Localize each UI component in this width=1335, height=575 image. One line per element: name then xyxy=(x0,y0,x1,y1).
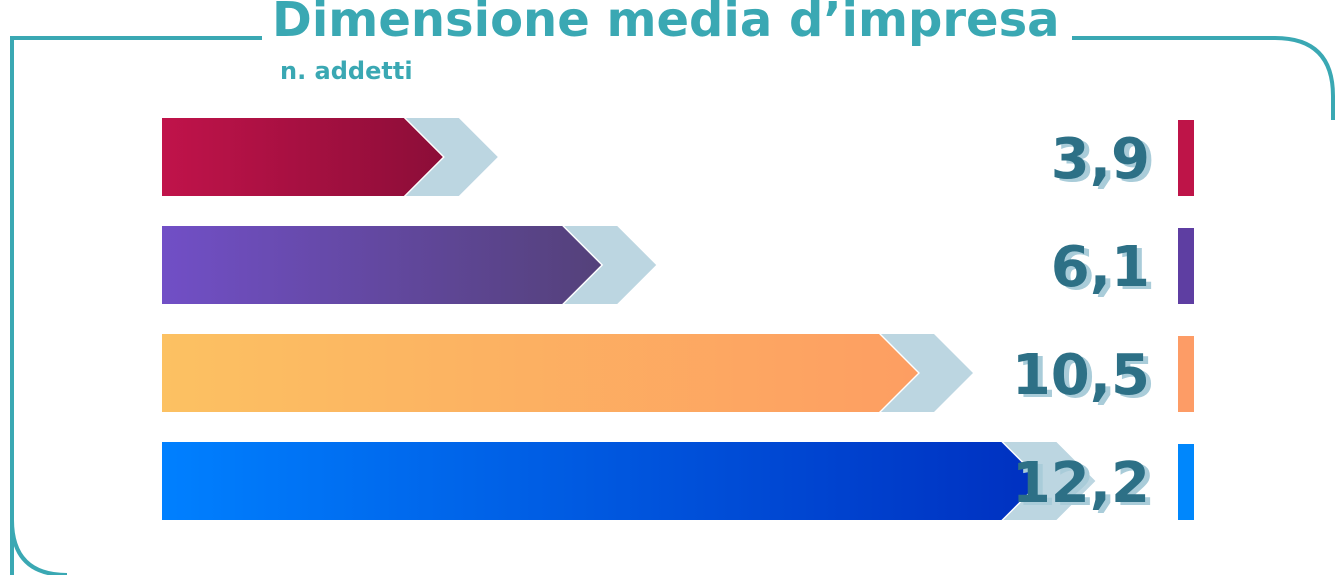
value-label: 6,1 xyxy=(1051,235,1150,300)
bar xyxy=(162,442,1041,520)
value-label: 3,9 xyxy=(1051,127,1150,192)
chart-title: Dimensione media d’impresa xyxy=(262,0,1070,50)
value-label: 10,5 xyxy=(1012,343,1150,408)
series-color-marker xyxy=(1178,444,1194,520)
series-color-marker xyxy=(1178,120,1194,196)
bar xyxy=(162,334,918,412)
bar xyxy=(162,118,443,196)
value-label: 12,2 xyxy=(1012,451,1150,516)
value-label-shadow: 10,5 xyxy=(1017,346,1155,411)
value-label-shadow: 6,1 xyxy=(1056,238,1155,303)
bar-arrow-shadow xyxy=(881,334,973,412)
chart-subtitle: n. addetti xyxy=(280,57,413,85)
value-label-shadow: 3,9 xyxy=(1056,130,1155,195)
bar-arrow-shadow xyxy=(1003,442,1096,520)
bar-arrow-shadow xyxy=(564,226,657,304)
series-color-marker xyxy=(1178,228,1194,304)
bar xyxy=(162,226,602,304)
value-label-shadow: 12,2 xyxy=(1017,454,1155,519)
bar-arrow-shadow xyxy=(405,118,498,196)
series-color-marker xyxy=(1178,336,1194,412)
